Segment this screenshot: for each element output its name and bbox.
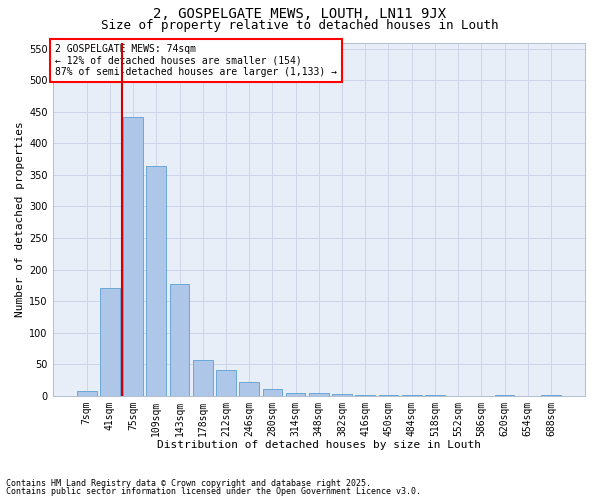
Bar xyxy=(541,395,561,396)
Bar xyxy=(286,392,305,396)
Bar xyxy=(379,395,398,396)
Bar xyxy=(309,393,329,396)
Bar xyxy=(355,395,375,396)
Bar xyxy=(170,284,190,396)
Bar xyxy=(216,370,236,396)
Text: 2, GOSPELGATE MEWS, LOUTH, LN11 9JX: 2, GOSPELGATE MEWS, LOUTH, LN11 9JX xyxy=(154,8,446,22)
Bar xyxy=(100,288,120,396)
Text: Contains HM Land Registry data © Crown copyright and database right 2025.: Contains HM Land Registry data © Crown c… xyxy=(6,478,371,488)
Bar xyxy=(402,395,422,396)
Text: 2 GOSPELGATE MEWS: 74sqm
← 12% of detached houses are smaller (154)
87% of semi-: 2 GOSPELGATE MEWS: 74sqm ← 12% of detach… xyxy=(55,44,337,78)
Text: Contains public sector information licensed under the Open Government Licence v3: Contains public sector information licen… xyxy=(6,487,421,496)
Bar xyxy=(239,382,259,396)
Bar xyxy=(332,394,352,396)
Bar xyxy=(494,395,514,396)
Bar xyxy=(193,360,212,396)
Text: Size of property relative to detached houses in Louth: Size of property relative to detached ho… xyxy=(101,19,499,32)
Bar xyxy=(123,117,143,396)
Bar xyxy=(77,390,97,396)
Bar xyxy=(146,166,166,396)
X-axis label: Distribution of detached houses by size in Louth: Distribution of detached houses by size … xyxy=(157,440,481,450)
Bar xyxy=(425,395,445,396)
Y-axis label: Number of detached properties: Number of detached properties xyxy=(15,121,25,317)
Bar xyxy=(263,389,282,396)
